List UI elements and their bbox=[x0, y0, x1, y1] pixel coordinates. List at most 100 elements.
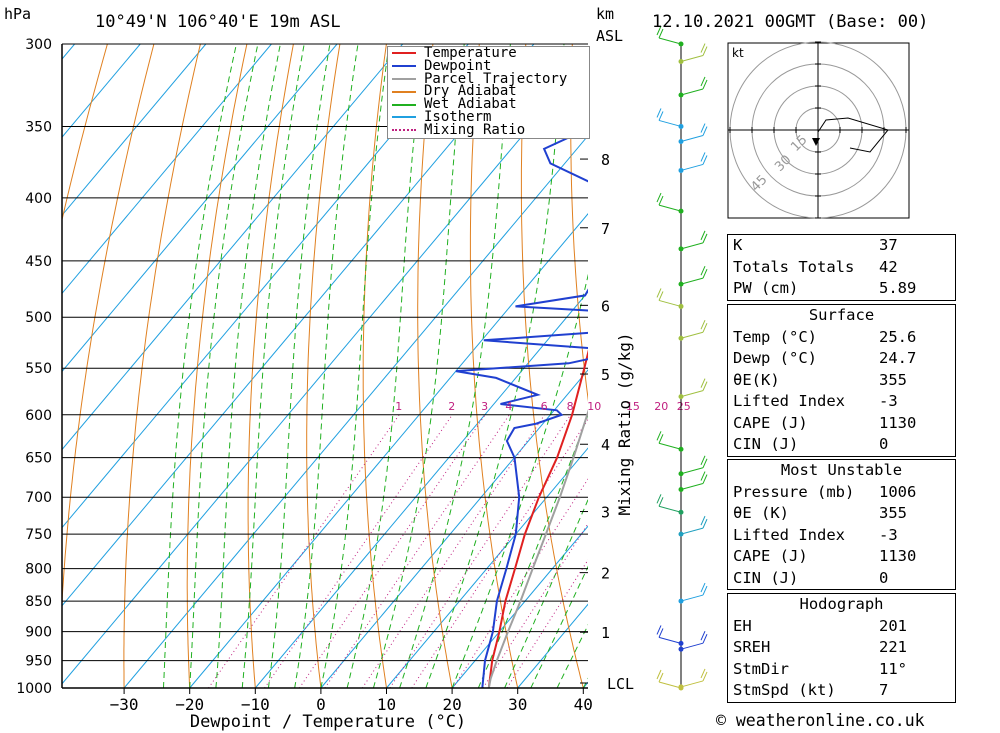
lcl-label: LCL bbox=[607, 675, 634, 693]
wind-barb-shaft bbox=[680, 76, 708, 96]
wet-adiabat-line bbox=[189, 44, 259, 689]
index-label: PW (cm) bbox=[733, 279, 799, 297]
wet-adiabat-line bbox=[241, 44, 305, 689]
x-tick-label: −30 bbox=[110, 695, 139, 714]
wet-adiabat-line bbox=[477, 413, 588, 689]
most-unstable-panel: Most Unstable Pressure (mb) 1006 θE (K) 355 L… bbox=[727, 459, 956, 590]
isotherm-line bbox=[386, 447, 588, 689]
legend-item: Wet Adiabat bbox=[388, 97, 589, 111]
index-label: CIN (J) bbox=[733, 435, 799, 453]
wind-barb bbox=[678, 265, 708, 287]
wind-barb-shaft bbox=[680, 265, 708, 285]
isotherm-line bbox=[0, 44, 9, 688]
mixing-ratio-label: 20 bbox=[654, 400, 668, 413]
parcel-trajectory-line bbox=[487, 409, 588, 689]
index-value: 24.7 bbox=[879, 349, 917, 367]
pressure-tick-label: 700 bbox=[25, 490, 52, 506]
height-tick-label: 6 bbox=[601, 297, 610, 315]
pressure-unit-label: hPa bbox=[4, 5, 32, 23]
wind-barb-shaft bbox=[680, 152, 708, 171]
isotherm-line bbox=[62, 44, 272, 295]
index-label: Pressure (mb) bbox=[733, 482, 855, 501]
mixing-ratio-line bbox=[361, 414, 546, 689]
index-value: 0 bbox=[879, 568, 889, 587]
wind-barb bbox=[678, 471, 708, 493]
pressure-tick-label: 1000 bbox=[16, 681, 52, 697]
index-value: 201 bbox=[879, 616, 907, 635]
pressure-tick-label: 900 bbox=[25, 625, 52, 641]
index-row: Lifted Index -3 bbox=[728, 391, 955, 413]
wind-barb-dot bbox=[678, 509, 684, 515]
pressure-tick-label: 550 bbox=[25, 361, 52, 377]
index-value: 5.89 bbox=[879, 279, 917, 297]
index-value: 11° bbox=[879, 659, 907, 678]
legend-item: Dewpoint bbox=[388, 57, 589, 74]
isotherm-line bbox=[62, 44, 207, 217]
hodograph-indices-panel: Hodograph EH 201 SREH 221 StmDir 11° StmSpd (kt… bbox=[727, 593, 956, 703]
pressure-tick-label: 350 bbox=[25, 119, 52, 135]
hodograph-unit-label: kt bbox=[732, 46, 744, 60]
mixing-ratio-line bbox=[264, 414, 453, 689]
mixing-ratio-line bbox=[324, 414, 510, 689]
legend-swatch bbox=[392, 129, 416, 132]
copyright-notice: © weatheronline.co.uk bbox=[716, 711, 925, 730]
mixing-ratio-label: 10 bbox=[587, 400, 601, 413]
mixing-ratio-line bbox=[298, 414, 486, 689]
legend-swatch bbox=[392, 90, 416, 93]
legend-item: Isotherm bbox=[388, 110, 589, 124]
legend-swatch bbox=[392, 116, 416, 119]
wind-barb-shaft bbox=[680, 230, 708, 250]
index-value: 0 bbox=[879, 435, 889, 453]
wet-adiabat-line bbox=[267, 44, 331, 689]
legend-swatch bbox=[392, 103, 416, 106]
legend-label: Dry Adiabat bbox=[424, 83, 517, 100]
index-value: 42 bbox=[879, 257, 898, 276]
wind-barb-shaft bbox=[656, 494, 682, 513]
index-row: PW (cm) 5.89 bbox=[728, 278, 955, 300]
dry-adiabat-line bbox=[417, 44, 453, 689]
index-row: EH 201 bbox=[728, 616, 955, 638]
index-row: Lifted Index -3 bbox=[728, 525, 955, 547]
panel-title: Hodograph bbox=[799, 595, 884, 613]
index-value: 7 bbox=[879, 681, 889, 699]
wind-barb bbox=[678, 630, 708, 652]
mixing-ratio-axis-title: Mixing Ratio (g/kg) bbox=[615, 332, 634, 515]
height-tick-label: 7 bbox=[601, 220, 610, 238]
wind-barb-shaft bbox=[680, 515, 708, 535]
wind-barb-shaft bbox=[656, 25, 682, 45]
wind-barb-dot bbox=[678, 123, 684, 129]
x-tick-label: 10 bbox=[377, 695, 396, 714]
index-row: CIN (J) 0 bbox=[728, 568, 955, 590]
dry-adiabat-line bbox=[991, 44, 1000, 688]
isotherm-line bbox=[320, 369, 588, 689]
isotherm-line bbox=[451, 525, 588, 689]
wind-barb-shaft bbox=[680, 455, 708, 475]
legend-label: Mixing Ratio bbox=[424, 121, 526, 138]
legend-item: Mixing Ratio bbox=[388, 121, 589, 138]
mixing-ratio-line bbox=[506, 559, 588, 689]
legend-label: Dewpoint bbox=[424, 57, 492, 74]
wind-barb-shaft bbox=[680, 123, 708, 143]
wind-barb bbox=[656, 25, 684, 47]
wind-barb bbox=[678, 76, 708, 98]
wind-barb bbox=[656, 431, 684, 452]
wet-adiabat-line bbox=[504, 498, 588, 689]
wind-barb-shaft bbox=[656, 625, 682, 644]
wet-adiabat-line bbox=[372, 44, 465, 689]
panel-title: Surface bbox=[808, 306, 875, 324]
index-label: Lifted Index bbox=[733, 525, 845, 544]
index-label: θE (K) bbox=[733, 504, 789, 522]
storm-motion-marker bbox=[812, 138, 820, 146]
index-value: 25.6 bbox=[879, 327, 917, 346]
wind-barb-shaft bbox=[680, 378, 708, 398]
index-label: CAPE (J) bbox=[733, 547, 808, 565]
wind-barb bbox=[656, 192, 684, 214]
pressure-tick-label: 800 bbox=[25, 562, 52, 578]
x-tick-label: 40 bbox=[574, 695, 593, 714]
wind-barb-shaft bbox=[680, 630, 708, 650]
mixing-ratio-label: 3 bbox=[481, 400, 488, 413]
wet-adiabat-line bbox=[320, 44, 390, 689]
pressure-tick-label: 400 bbox=[25, 191, 52, 207]
wind-barb-shaft bbox=[680, 471, 708, 491]
wind-barb-shaft bbox=[680, 320, 708, 339]
